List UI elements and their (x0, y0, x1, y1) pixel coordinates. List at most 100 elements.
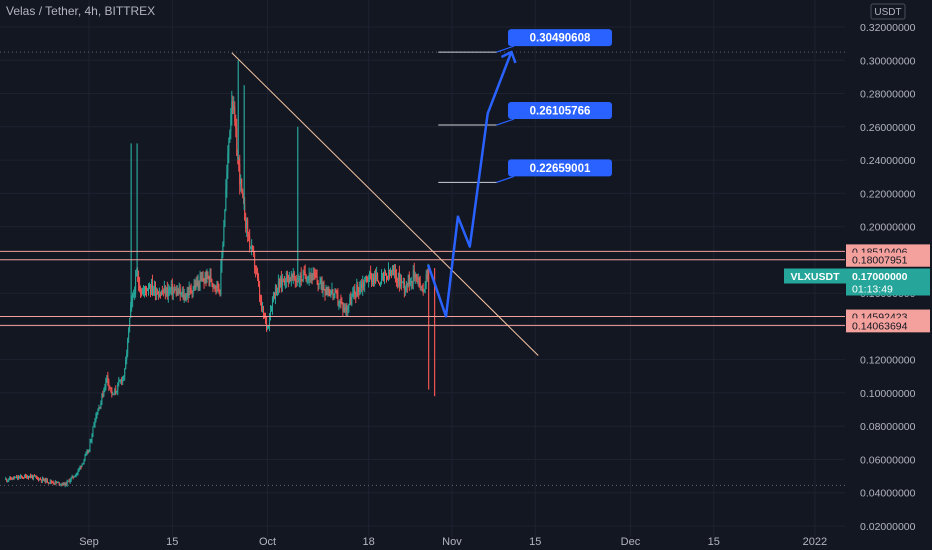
candle-body (149, 287, 151, 292)
candle-body (11, 478, 13, 480)
candle-body (354, 290, 356, 293)
candle-body (96, 414, 98, 416)
candle-body (85, 453, 87, 456)
candle-body (251, 245, 253, 248)
candle-body (194, 285, 196, 289)
candle-body (221, 255, 223, 267)
y-tick-label: 0.04000000 (860, 488, 916, 500)
candle-body (261, 299, 263, 310)
candle-body (325, 292, 327, 294)
candle-body (349, 297, 351, 305)
candle-body (426, 274, 428, 279)
candle-body (209, 274, 211, 280)
candle-body (105, 378, 107, 388)
candle-body (109, 386, 111, 388)
candle-body (371, 274, 373, 283)
candle-body (88, 449, 90, 453)
candle-body (119, 381, 121, 383)
candle-body (396, 281, 398, 283)
candle-body (335, 290, 337, 293)
candle-body (178, 289, 180, 295)
candle-body (38, 478, 40, 481)
y-tick-label: 0.26000000 (860, 122, 916, 134)
candle-body (185, 296, 187, 300)
candle-body (135, 275, 137, 294)
candle-body (184, 295, 186, 300)
candle-body (339, 301, 341, 304)
candle-body (144, 287, 146, 291)
candle-body (236, 128, 238, 156)
candle-body (392, 269, 394, 272)
y-tick-label: 0.30000000 (860, 55, 916, 67)
candle-body (114, 389, 116, 395)
candle-body (265, 316, 267, 319)
candle-body (412, 270, 414, 283)
candle-body (148, 288, 149, 290)
candle-body (252, 245, 254, 250)
candle-body (323, 287, 325, 291)
level-price-tag-text: 0.18510406 (852, 246, 908, 258)
candle-body (100, 402, 102, 408)
candle-body (250, 247, 252, 249)
candle-body (381, 273, 383, 285)
x-tick-label: 15 (708, 536, 720, 548)
candle-body (359, 288, 361, 293)
candle-body (219, 290, 221, 295)
candle-body (399, 278, 401, 287)
candle-body (84, 455, 86, 460)
candle-body (269, 311, 271, 319)
candle-body (419, 281, 421, 287)
candle-body (54, 481, 56, 484)
candle-body (328, 291, 330, 294)
candle-body (322, 287, 324, 291)
candle-body (304, 271, 306, 277)
candle-body (253, 249, 255, 255)
candle-body (264, 315, 266, 317)
candle-body (13, 477, 15, 479)
candle-body (246, 219, 248, 229)
candle-body (405, 283, 407, 288)
candle-body (57, 482, 59, 484)
candle-body (182, 292, 184, 299)
candle-body (318, 283, 320, 286)
candle-body (355, 292, 357, 297)
candle-body (321, 278, 323, 291)
candle-body (211, 281, 213, 284)
candle-body (142, 292, 144, 295)
candle-body (143, 290, 145, 293)
candle-body (166, 287, 168, 296)
candle-body (259, 284, 261, 298)
candle-body (155, 292, 157, 296)
candle-body (413, 270, 415, 278)
candle-body (50, 480, 52, 483)
candle-body (341, 302, 343, 304)
candle-body (161, 291, 163, 293)
candle-body (71, 475, 73, 478)
candle-body (134, 293, 136, 295)
callout-connector (496, 118, 515, 126)
candle-body (416, 279, 418, 281)
currency-badge (870, 3, 906, 20)
candle-body (395, 276, 397, 282)
candle-body (79, 466, 81, 469)
candle-body (277, 281, 279, 291)
candle-body (386, 276, 388, 278)
x-tick-label: 2022 (803, 536, 827, 548)
candle-body (361, 284, 363, 289)
candle-body (372, 278, 374, 283)
candle-body (46, 479, 48, 483)
candle-body (214, 284, 216, 288)
candle-body (244, 203, 246, 221)
candle-body (423, 289, 425, 293)
candle-body (224, 210, 226, 227)
candle-body (287, 274, 289, 283)
candle-body (255, 267, 257, 270)
candle-body (49, 480, 51, 483)
x-tick-label: Nov (442, 536, 462, 548)
candle-body (338, 303, 340, 305)
candle-body (190, 288, 192, 292)
symbol-tag (784, 268, 846, 284)
candle-body (164, 287, 166, 296)
